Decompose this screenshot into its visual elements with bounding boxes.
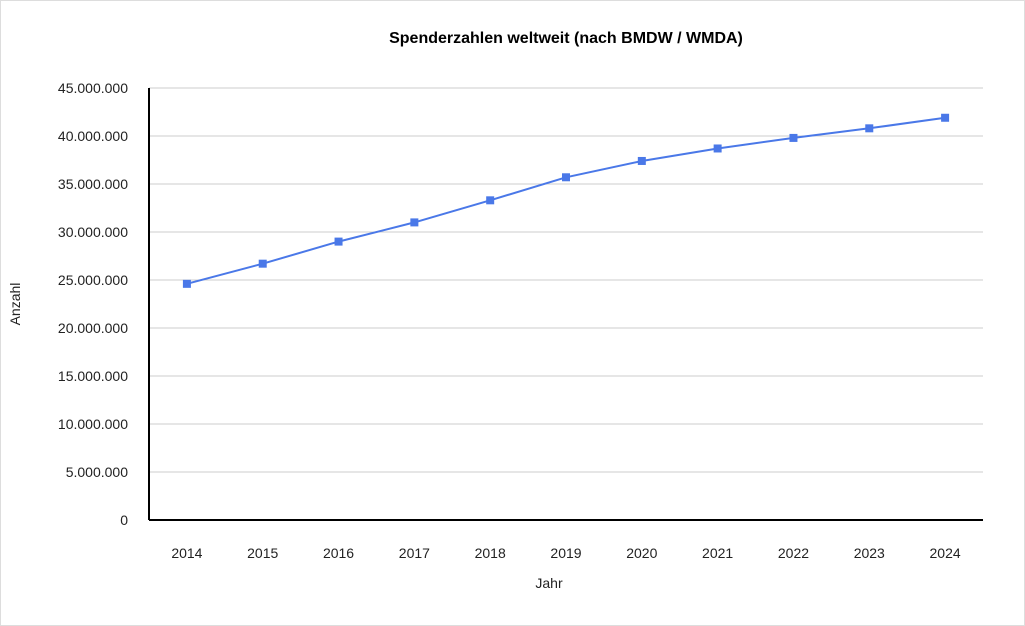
- data-point-marker: [258, 259, 267, 268]
- data-point-marker: [410, 218, 419, 227]
- x-tick-label: 2018: [475, 545, 506, 561]
- x-tick-label: 2022: [778, 545, 809, 561]
- y-tick-label: 25.000.000: [58, 272, 128, 288]
- data-point-marker: [182, 279, 191, 288]
- data-point-marker: [334, 237, 343, 246]
- data-point-marker: [865, 124, 874, 133]
- y-tick-label: 5.000.000: [66, 464, 128, 480]
- y-tick-label: 15.000.000: [58, 368, 128, 384]
- x-tick-label: 2019: [550, 545, 581, 561]
- data-point-marker: [637, 156, 646, 165]
- chart-title: Spenderzahlen weltweit (nach BMDW / WMDA…: [389, 30, 743, 47]
- y-tick-label: 10.000.000: [58, 416, 128, 432]
- y-tick-label: 40.000.000: [58, 128, 128, 144]
- y-tick-label: 45.000.000: [58, 80, 128, 96]
- y-tick-label: 20.000.000: [58, 320, 128, 336]
- gridlines: [149, 87, 983, 473]
- x-tick-label: 2014: [171, 545, 202, 561]
- data-point-marker: [486, 196, 495, 205]
- data-point-marker: [562, 173, 570, 182]
- y-tick-label: 35.000.000: [58, 176, 128, 192]
- data-point-marker: [941, 113, 950, 122]
- y-tick-labels: 0 5.000.000 10.000.000 15.000.000 20.000.000…: [58, 80, 128, 528]
- x-tick-label: 2023: [854, 545, 885, 561]
- x-tick-labels: 2014 2015 2016 2017 2018 2019 2020 2021 2022 2023…: [171, 545, 961, 561]
- y-axis-title: Anzahl: [7, 283, 23, 326]
- x-tick-label: 2020: [626, 545, 657, 561]
- x-tick-label: 2015: [247, 545, 278, 561]
- x-tick-label: 2016: [323, 545, 354, 561]
- x-tick-label: 2021: [702, 545, 733, 561]
- data-point-marker: [789, 133, 798, 142]
- series-layer: [182, 113, 950, 288]
- series-line: [186, 116, 946, 285]
- x-tick-label: 2024: [930, 545, 961, 561]
- x-axis-title: Jahr: [535, 575, 563, 591]
- x-tick-label: 2017: [399, 545, 430, 561]
- y-tick-label: 0: [120, 512, 128, 528]
- y-tick-label: 30.000.000: [58, 224, 128, 240]
- data-point-marker: [713, 144, 722, 153]
